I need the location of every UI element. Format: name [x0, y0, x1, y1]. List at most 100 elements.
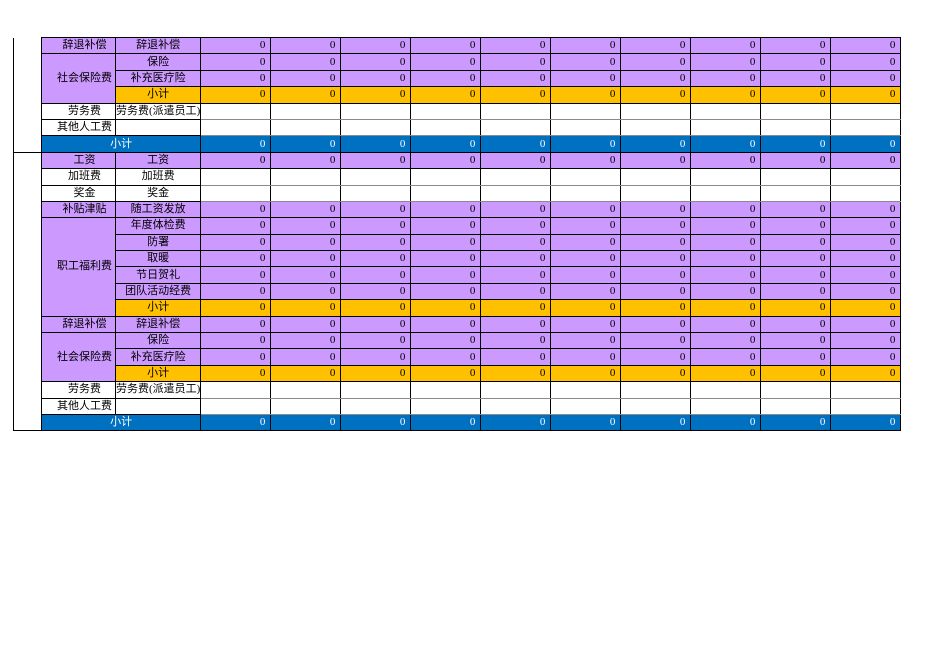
- value-cell[interactable]: 0: [270, 332, 342, 350]
- subcategory-cell[interactable]: 取暖: [114, 250, 202, 268]
- value-cell[interactable]: 0: [620, 332, 692, 350]
- value-cell[interactable]: 0: [620, 36, 692, 55]
- value-cell[interactable]: 0: [830, 266, 902, 284]
- value-cell[interactable]: 0: [690, 233, 762, 252]
- value-cell[interactable]: 0: [550, 364, 622, 383]
- value-cell[interactable]: 0: [200, 233, 272, 252]
- value-cell[interactable]: 0: [620, 282, 692, 301]
- value-cell[interactable]: 0: [270, 348, 342, 366]
- value-cell[interactable]: [340, 381, 412, 399]
- value-cell[interactable]: [410, 118, 482, 137]
- value-cell[interactable]: [830, 381, 902, 399]
- value-cell[interactable]: 0: [480, 282, 552, 301]
- value-cell[interactable]: 0: [550, 348, 622, 366]
- category-cell[interactable]: 劳务费: [41, 381, 116, 399]
- subcategory-cell[interactable]: [114, 397, 202, 415]
- value-cell[interactable]: 0: [270, 266, 342, 284]
- value-cell[interactable]: 0: [620, 151, 692, 170]
- subcategory-cell[interactable]: 随工资发放: [114, 200, 202, 219]
- value-cell[interactable]: 0: [410, 348, 482, 366]
- value-cell[interactable]: 0: [830, 151, 902, 170]
- value-cell[interactable]: [200, 184, 272, 202]
- subcategory-cell[interactable]: 工资: [114, 151, 202, 170]
- value-cell[interactable]: [690, 168, 762, 186]
- value-cell[interactable]: 0: [690, 315, 762, 334]
- value-cell[interactable]: 0: [340, 266, 412, 284]
- category-cell[interactable]: 劳务费: [41, 102, 116, 120]
- value-cell[interactable]: 0: [270, 86, 342, 104]
- value-cell[interactable]: 0: [760, 299, 832, 317]
- category-cell[interactable]: 加班费: [41, 168, 116, 186]
- value-cell[interactable]: 0: [690, 69, 762, 88]
- value-cell[interactable]: [760, 184, 832, 202]
- value-cell[interactable]: 0: [270, 250, 342, 268]
- value-cell[interactable]: 0: [200, 200, 272, 219]
- value-cell[interactable]: 0: [200, 53, 272, 71]
- value-cell[interactable]: 0: [690, 36, 762, 55]
- value-cell[interactable]: 0: [830, 282, 902, 301]
- value-cell[interactable]: [830, 118, 902, 137]
- value-cell[interactable]: 0: [200, 135, 272, 153]
- value-cell[interactable]: 0: [760, 332, 832, 350]
- subcategory-cell[interactable]: 劳务费(派遣员工): [114, 381, 202, 399]
- value-cell[interactable]: 0: [760, 135, 832, 153]
- value-cell[interactable]: 0: [270, 151, 342, 170]
- value-cell[interactable]: [480, 381, 552, 399]
- value-cell[interactable]: 0: [830, 332, 902, 350]
- value-cell[interactable]: [200, 397, 272, 415]
- value-cell[interactable]: 0: [620, 364, 692, 383]
- value-cell[interactable]: [620, 381, 692, 399]
- value-cell[interactable]: 0: [200, 413, 272, 432]
- value-cell[interactable]: 0: [200, 282, 272, 301]
- value-cell[interactable]: 0: [620, 53, 692, 71]
- value-cell[interactable]: 0: [830, 299, 902, 317]
- subcategory-cell[interactable]: 保险: [114, 53, 202, 71]
- value-cell[interactable]: 0: [410, 217, 482, 235]
- value-cell[interactable]: 0: [760, 315, 832, 334]
- value-cell[interactable]: 0: [410, 151, 482, 170]
- value-cell[interactable]: 0: [480, 36, 552, 55]
- value-cell[interactable]: [340, 184, 412, 202]
- value-cell[interactable]: 0: [620, 233, 692, 252]
- value-cell[interactable]: 0: [830, 135, 902, 153]
- value-cell[interactable]: 0: [690, 135, 762, 153]
- value-cell[interactable]: 0: [690, 86, 762, 104]
- value-cell[interactable]: 0: [690, 299, 762, 317]
- value-cell[interactable]: [200, 168, 272, 186]
- subcategory-cell[interactable]: 保险: [114, 332, 202, 350]
- value-cell[interactable]: 0: [480, 364, 552, 383]
- value-cell[interactable]: 0: [550, 86, 622, 104]
- value-cell[interactable]: 0: [620, 69, 692, 88]
- value-cell[interactable]: 0: [480, 332, 552, 350]
- value-cell[interactable]: [550, 184, 622, 202]
- value-cell[interactable]: 0: [340, 348, 412, 366]
- value-cell[interactable]: 0: [270, 315, 342, 334]
- value-cell[interactable]: 0: [550, 413, 622, 432]
- value-cell[interactable]: 0: [410, 53, 482, 71]
- category-cell[interactable]: 社会保险费: [41, 332, 116, 383]
- value-cell[interactable]: [760, 381, 832, 399]
- value-cell[interactable]: 0: [200, 332, 272, 350]
- subcategory-cell[interactable]: 补充医疗险: [114, 348, 202, 366]
- value-cell[interactable]: 0: [340, 413, 412, 432]
- value-cell[interactable]: 0: [690, 364, 762, 383]
- value-cell[interactable]: [690, 102, 762, 120]
- value-cell[interactable]: [830, 184, 902, 202]
- value-cell[interactable]: 0: [410, 200, 482, 219]
- value-cell[interactable]: 0: [200, 217, 272, 235]
- subcategory-cell[interactable]: 辞退补偿: [114, 36, 202, 55]
- value-cell[interactable]: 0: [550, 69, 622, 88]
- value-cell[interactable]: 0: [550, 200, 622, 219]
- value-cell[interactable]: 0: [830, 413, 902, 432]
- value-cell[interactable]: 0: [480, 233, 552, 252]
- category-cell[interactable]: 辞退补偿: [41, 36, 116, 55]
- value-cell[interactable]: [760, 118, 832, 137]
- value-cell[interactable]: 0: [620, 250, 692, 268]
- value-cell[interactable]: 0: [620, 266, 692, 284]
- value-cell[interactable]: 0: [270, 69, 342, 88]
- value-cell[interactable]: 0: [760, 69, 832, 88]
- value-cell[interactable]: 0: [760, 413, 832, 432]
- category-cell[interactable]: 其他人工费: [41, 118, 116, 137]
- value-cell[interactable]: 0: [270, 200, 342, 219]
- value-cell[interactable]: 0: [830, 200, 902, 219]
